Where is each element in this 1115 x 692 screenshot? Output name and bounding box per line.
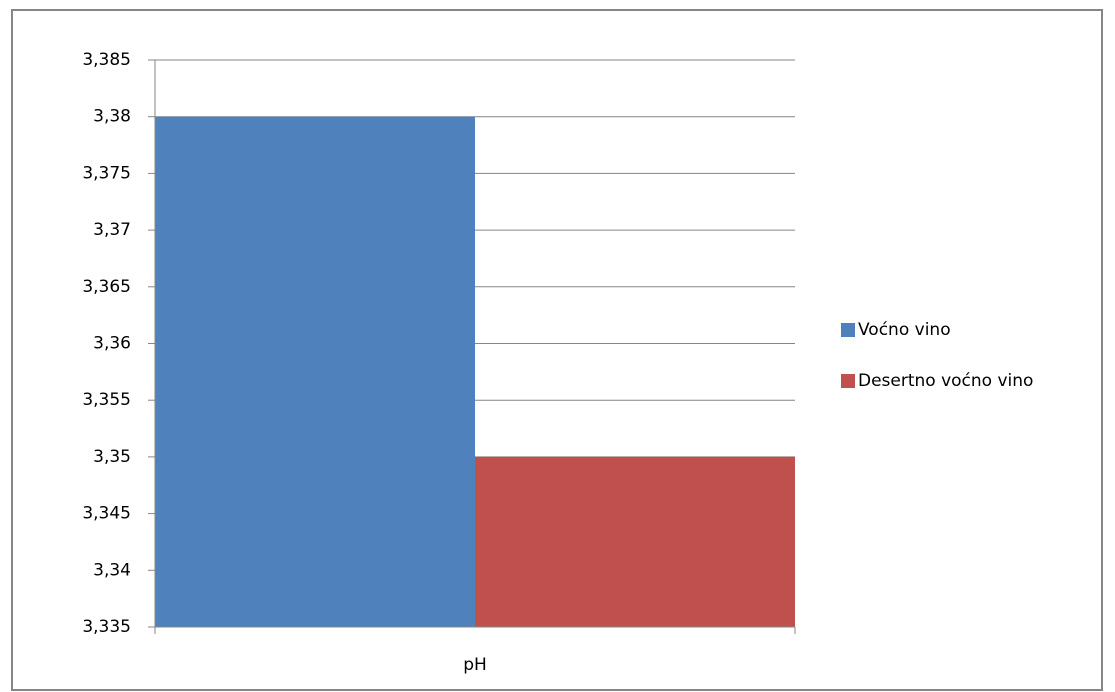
x-tick-label: pH [463,655,487,675]
y-tick-label: 3,345 [82,504,131,524]
y-tick-label: 3,37 [93,220,131,240]
y-tick-label: 3,365 [82,277,131,297]
bar [155,116,475,627]
y-tick-label: 3,36 [93,334,131,354]
legend-label: Voćno vino [858,320,951,340]
y-tick-label: 3,38 [93,107,131,127]
y-tick-label: 3,375 [82,163,131,183]
y-tick-label: 3,355 [82,390,131,410]
y-tick-label: 3,385 [82,50,131,70]
legend-swatch [841,374,855,388]
y-tick-label: 3,335 [82,617,131,637]
y-tick-label: 3,34 [93,560,131,580]
legend-label: Desertno voćno vino [858,371,1033,391]
y-tick-label: 3,35 [93,447,131,467]
bar [475,456,795,627]
legend-swatch [841,323,855,337]
